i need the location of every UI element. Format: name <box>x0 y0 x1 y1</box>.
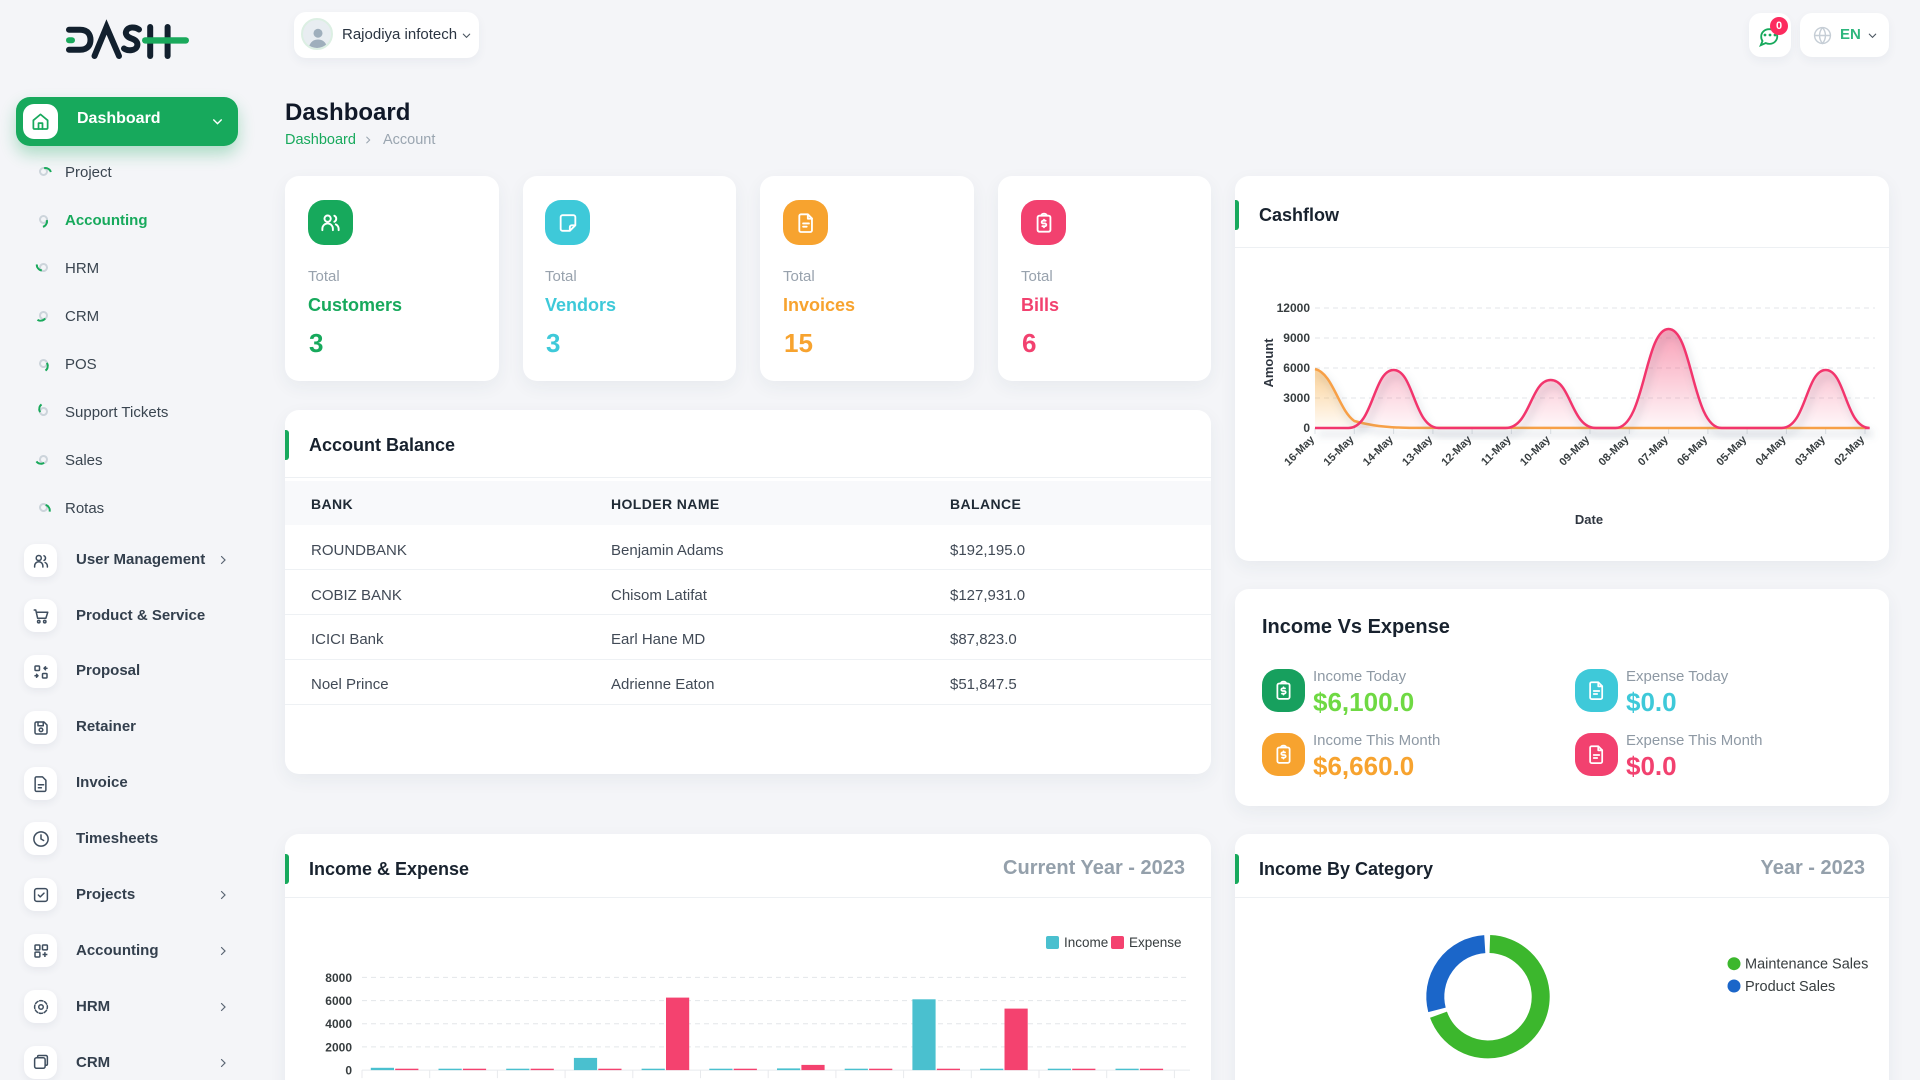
svg-text:06-May: 06-May <box>1675 433 1710 468</box>
svg-text:14-May: 14-May <box>1361 433 1396 468</box>
svg-text:Income: Income <box>1064 935 1108 950</box>
svg-text:Maintenance Sales: Maintenance Sales <box>1745 957 1868 973</box>
svg-text:16-May: 16-May <box>1282 433 1317 468</box>
svg-text:Product Sales: Product Sales <box>1745 979 1835 995</box>
svg-text:03-May: 03-May <box>1793 433 1828 468</box>
svg-text:12000: 12000 <box>1277 301 1311 315</box>
svg-text:8000: 8000 <box>325 971 352 985</box>
svg-text:Amount: Amount <box>1261 338 1276 388</box>
svg-text:07-May: 07-May <box>1636 433 1671 468</box>
svg-text:13-May: 13-May <box>1400 433 1435 468</box>
svg-text:09-May: 09-May <box>1557 433 1592 468</box>
svg-text:3000: 3000 <box>1283 391 1310 405</box>
svg-text:Date: Date <box>1575 512 1603 527</box>
svg-text:2000: 2000 <box>325 1040 352 1054</box>
svg-text:Expense: Expense <box>1129 935 1182 950</box>
svg-text:0: 0 <box>1303 421 1310 435</box>
svg-text:05-May: 05-May <box>1714 433 1749 468</box>
svg-text:9000: 9000 <box>1283 331 1310 345</box>
svg-text:08-May: 08-May <box>1597 433 1632 468</box>
svg-text:10-May: 10-May <box>1518 433 1553 468</box>
svg-text:11-May: 11-May <box>1479 433 1514 468</box>
svg-text:02-May: 02-May <box>1832 433 1867 468</box>
svg-text:04-May: 04-May <box>1754 433 1789 468</box>
svg-text:15-May: 15-May <box>1322 433 1357 468</box>
svg-text:12-May: 12-May <box>1439 433 1474 468</box>
svg-text:0: 0 <box>345 1064 352 1078</box>
svg-text:6000: 6000 <box>325 994 352 1008</box>
svg-text:6000: 6000 <box>1283 361 1310 375</box>
svg-text:4000: 4000 <box>325 1017 352 1031</box>
